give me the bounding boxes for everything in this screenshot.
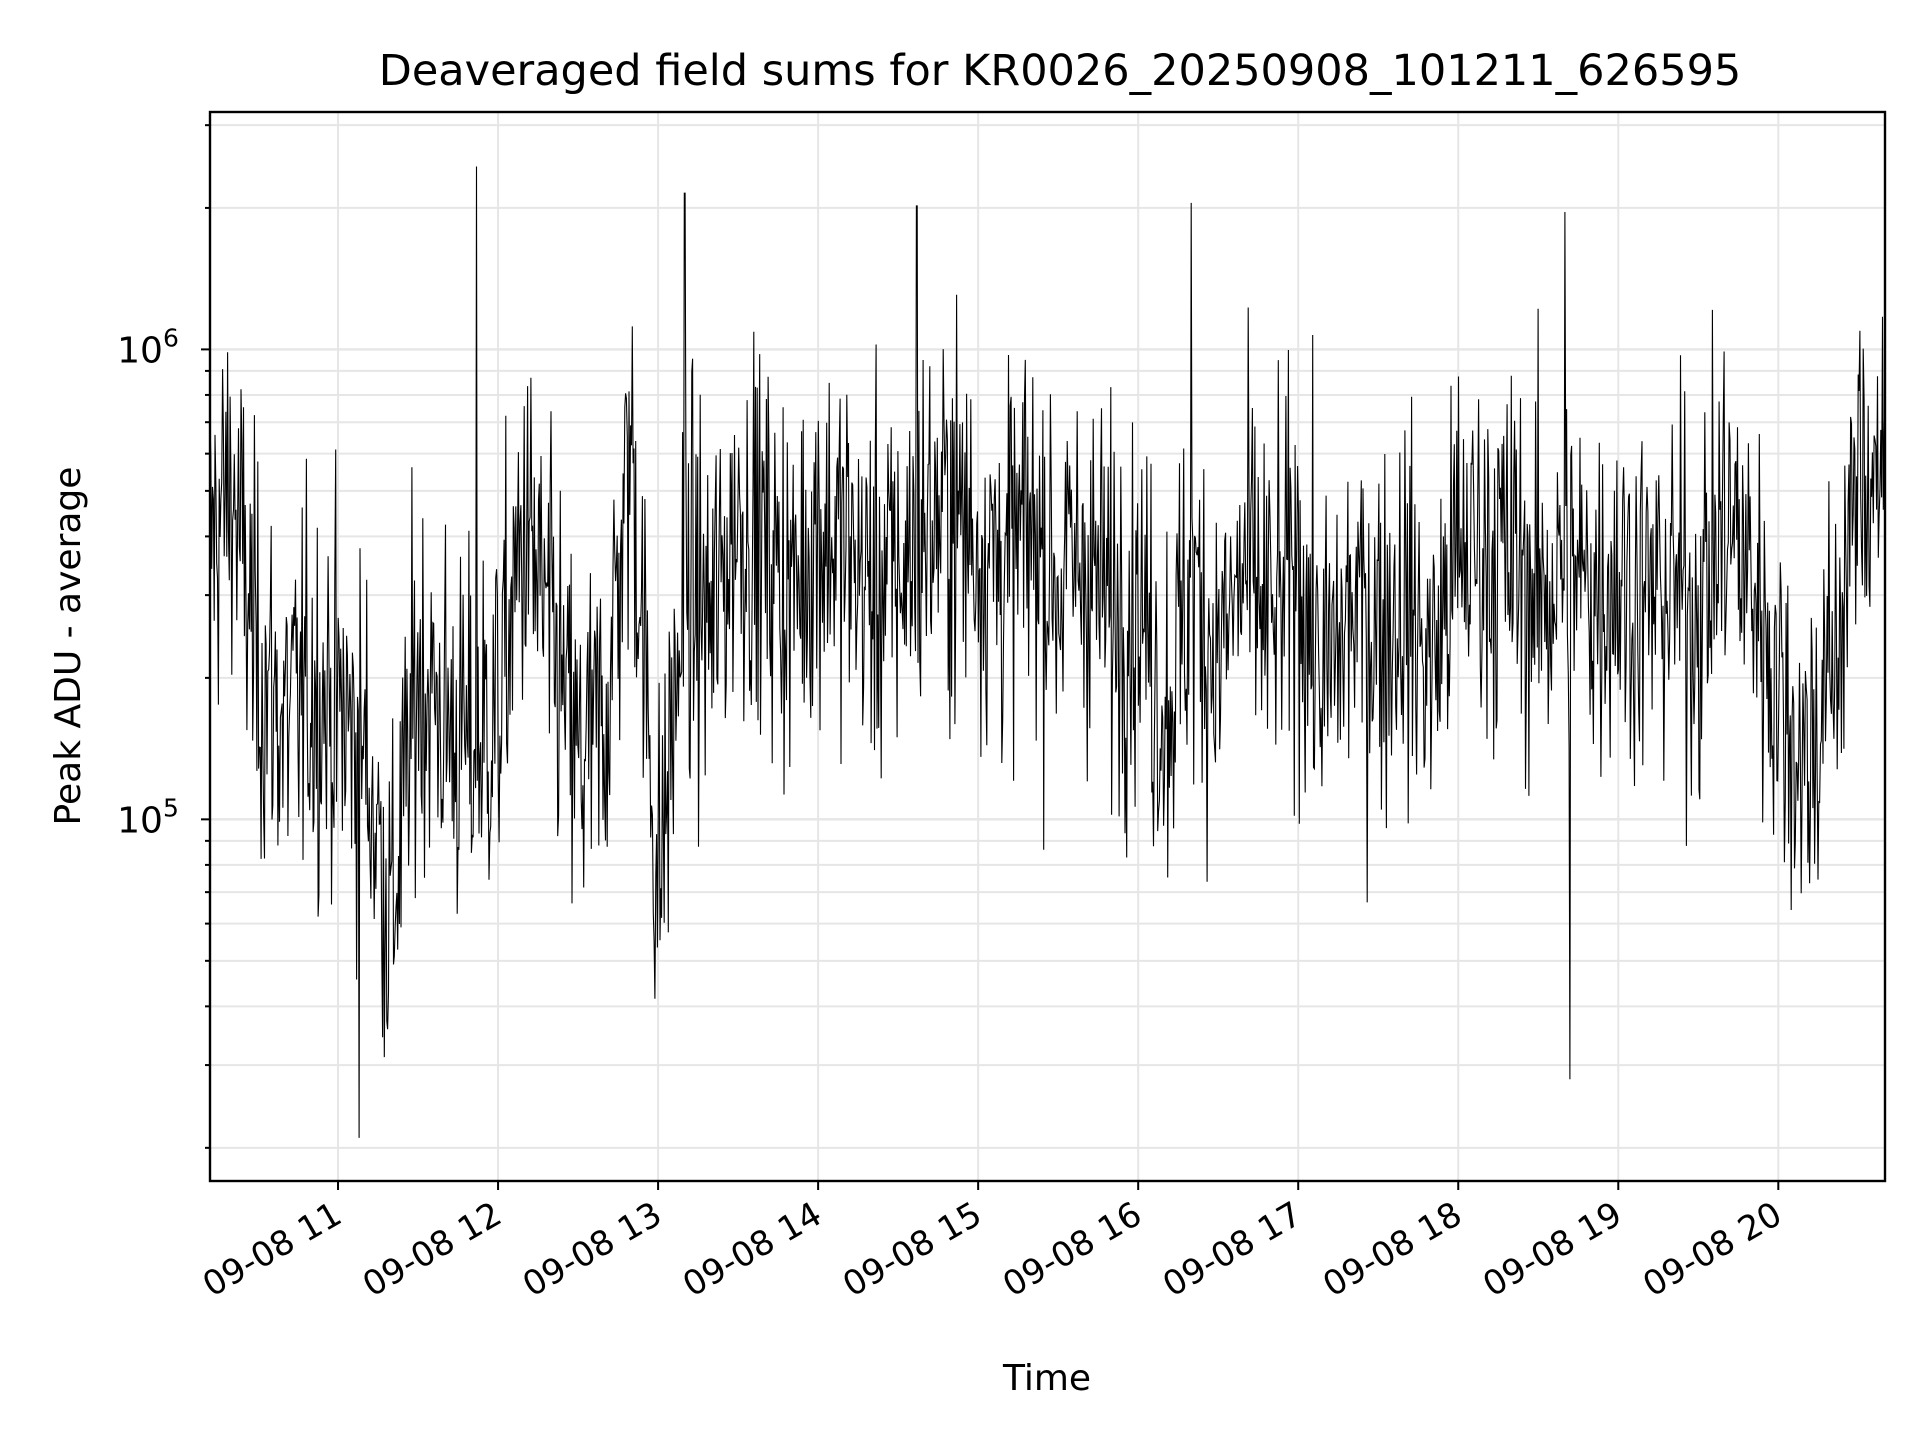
plot-area bbox=[208, 110, 1887, 1183]
y-tick-label-exponent: 5 bbox=[163, 793, 179, 822]
chart-title: Deaveraged field sums for KR0026_2025090… bbox=[379, 46, 1742, 96]
y-axis-label: Peak ADU - average bbox=[48, 467, 89, 826]
grid bbox=[210, 112, 1885, 1181]
series-layer bbox=[209, 166, 1886, 1138]
plot-frame bbox=[208, 110, 1887, 1183]
y-tick-label-exponent: 6 bbox=[163, 323, 179, 352]
x-axis-label: Time bbox=[1002, 1358, 1091, 1399]
series-line bbox=[209, 166, 1886, 1138]
